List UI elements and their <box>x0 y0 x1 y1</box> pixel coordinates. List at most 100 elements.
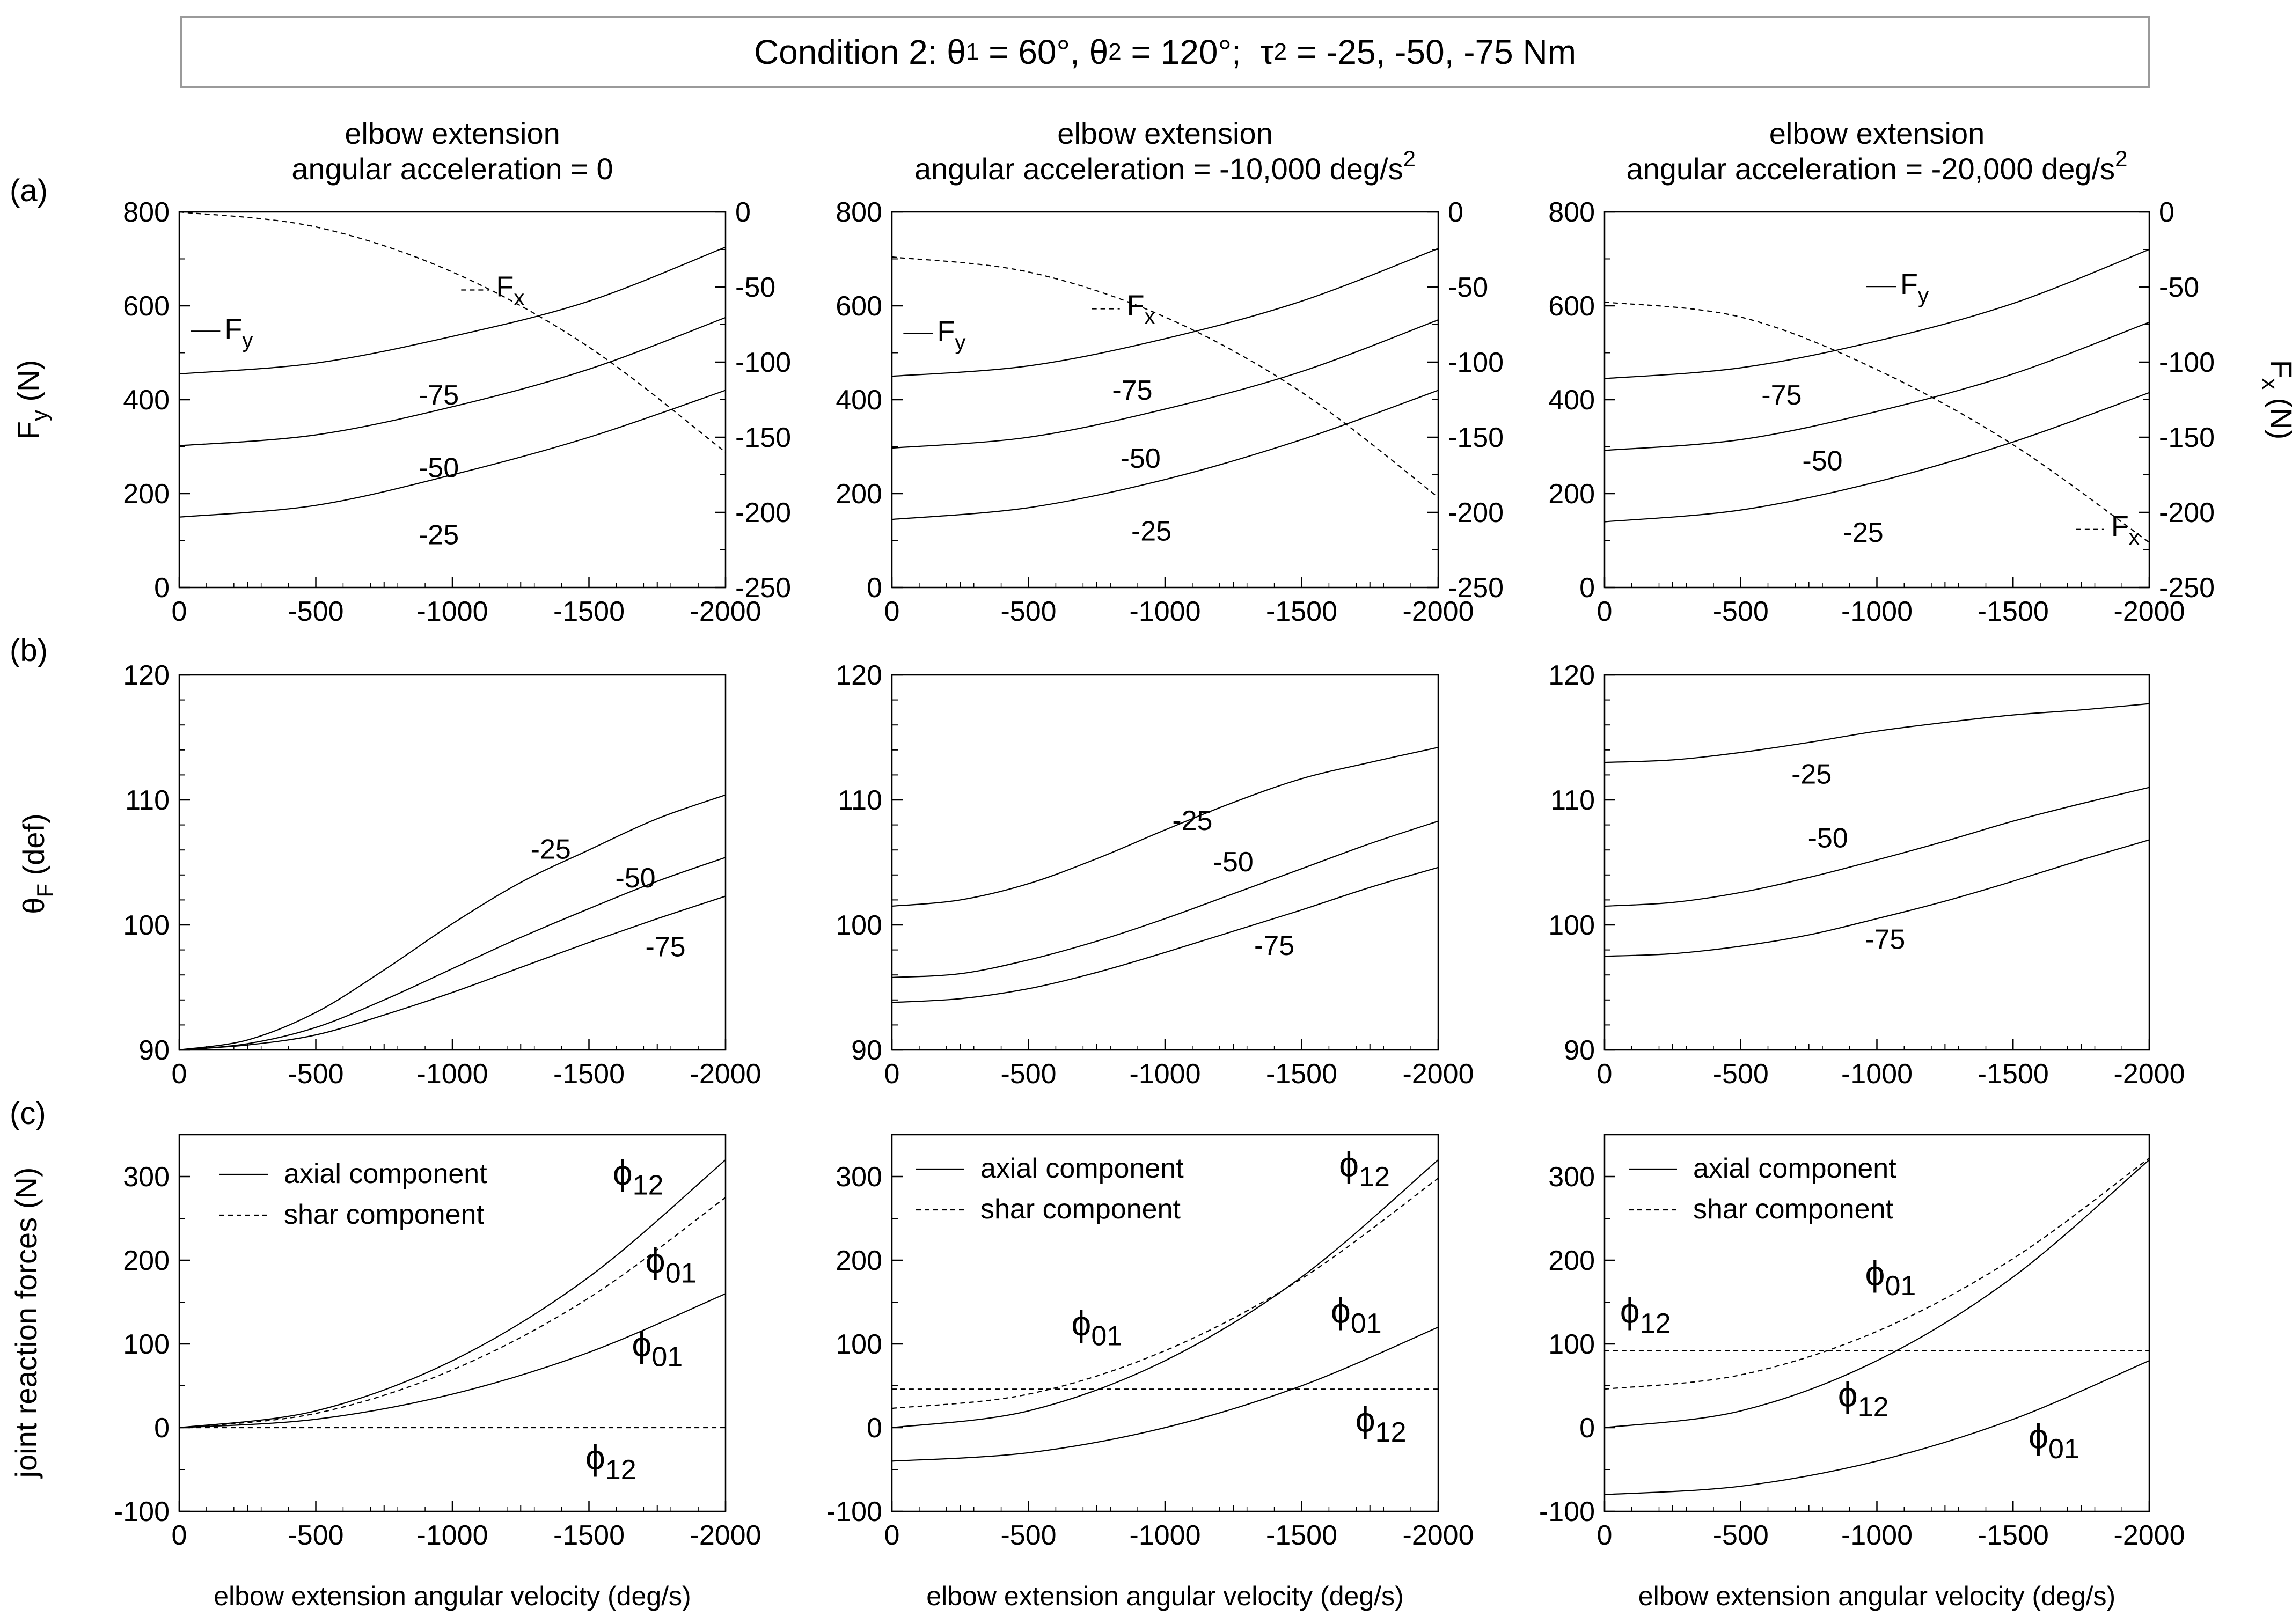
y2-tick-label: -150 <box>735 422 791 453</box>
theta1-value: = 60°, <box>988 33 1080 71</box>
series-line <box>891 248 1439 377</box>
tau-symbol: τ <box>1260 33 1274 71</box>
column-title-line2: angular acceleration = -10,000 deg/s2 <box>914 146 1416 186</box>
x-tick-label: 0 <box>884 1059 900 1090</box>
y-tick-label: -100 <box>826 1496 882 1527</box>
y-tick-label: 100 <box>836 1329 882 1360</box>
curve-label: -50 <box>1808 823 1848 854</box>
tau-subscript: 2 <box>1273 39 1287 65</box>
y-tick-label: -100 <box>1539 1496 1595 1527</box>
series-line <box>1604 301 2150 543</box>
y2-tick-label: -100 <box>735 347 791 378</box>
y-tick-label: 400 <box>836 385 882 416</box>
y-tick-label: 200 <box>123 479 170 510</box>
x-tick-label: -500 <box>1713 1520 1769 1551</box>
series-line <box>179 1159 726 1429</box>
phi-label: ϕ01 <box>632 1324 683 1372</box>
series-line <box>179 246 726 374</box>
y2-tick-label: -250 <box>1448 572 1504 604</box>
curve-label: -50 <box>615 863 655 894</box>
y-tick-label: 600 <box>836 291 882 322</box>
x-tick-label: -500 <box>288 596 343 627</box>
x-tick-label: -1500 <box>1978 1059 2049 1090</box>
curve-label: -25 <box>1843 517 1884 548</box>
plot-frame <box>891 674 1439 1051</box>
legend-shar-label: shar component <box>1693 1194 1893 1225</box>
phi-label: ϕ01 <box>646 1240 697 1289</box>
y-tick-label: 0 <box>1579 1413 1595 1444</box>
y-tick-label: 0 <box>867 572 882 604</box>
legend-axial-label: axial component <box>284 1158 487 1189</box>
y2-tick-label: 0 <box>1448 197 1463 228</box>
y2-tick-label: -150 <box>1448 422 1504 453</box>
x-tick-label: -2000 <box>2114 596 2185 627</box>
x-tick-label: 0 <box>172 1059 187 1090</box>
row-label: (b) <box>10 633 48 668</box>
y-tick-label: 0 <box>1579 572 1595 604</box>
x-tick-label: -1000 <box>417 1520 488 1551</box>
series-line <box>1604 787 2150 907</box>
y-tick-label: 300 <box>123 1162 170 1193</box>
x-tick-label: -2000 <box>690 596 761 627</box>
x-tick-label: -1000 <box>1841 1520 1913 1551</box>
legend-shar-label: shar component <box>284 1199 484 1230</box>
y2-tick-label: -50 <box>2159 272 2199 303</box>
x-tick-label: -2000 <box>1403 1059 1474 1090</box>
fx-legend-label: Fx <box>1127 290 1155 329</box>
fy-legend-label: Fy <box>224 313 253 352</box>
x-tick-label: 0 <box>1597 596 1613 627</box>
x-tick-label: -1500 <box>553 1059 625 1090</box>
phi-label: ϕ12 <box>1339 1144 1390 1193</box>
curve-label: -25 <box>419 520 459 551</box>
x-tick-label: -500 <box>1000 596 1056 627</box>
x-tick-label: -500 <box>288 1059 343 1090</box>
x-tick-label: -1500 <box>1266 1059 1337 1090</box>
y2-tick-label: 0 <box>2159 197 2174 228</box>
series-line <box>1604 1360 2150 1495</box>
tau-values: = -25, -50, -75 Nm <box>1296 33 1577 71</box>
series-line <box>891 820 1439 978</box>
column-title-line1: elbow extension <box>1057 116 1273 150</box>
y-tick-label: 120 <box>1548 660 1595 691</box>
y-tick-label: 110 <box>125 785 170 816</box>
x-tick-label: -1500 <box>1978 596 2049 627</box>
legend-axial-label: axial component <box>1693 1153 1896 1184</box>
y-tick-label: 200 <box>123 1245 170 1276</box>
y-tick-label: 200 <box>836 479 882 510</box>
thetaF-axis-title: θF (def) <box>17 813 57 914</box>
y2-tick-label: -150 <box>2159 422 2215 453</box>
theta-symbol: θ <box>947 33 966 71</box>
x-axis-label: elbow extension angular velocity (deg/s) <box>926 1581 1403 1611</box>
theta2-value: = 120°; <box>1131 33 1241 71</box>
column-title-line2: angular acceleration = 0 <box>291 152 613 186</box>
x-tick-label: -1500 <box>1978 1520 2049 1551</box>
y-tick-label: 110 <box>1550 785 1595 816</box>
theta2-subscript: 2 <box>1108 39 1122 65</box>
x-tick-label: -1500 <box>1266 596 1337 627</box>
y-tick-label: 100 <box>1548 1329 1595 1360</box>
phi-label: ϕ12 <box>1838 1375 1889 1423</box>
panel-a-1: 0 -500 -1000 -1500 -2000 0 200 400 600 800 0 -50 -10… <box>123 197 791 627</box>
condition-label: Condition 2: <box>753 33 938 71</box>
y2-tick-label: -50 <box>1448 272 1488 303</box>
y-tick-label: 400 <box>1548 385 1595 416</box>
series-line <box>891 319 1439 449</box>
x-tick-label: -1500 <box>553 596 625 627</box>
y-tick-label: 0 <box>154 1413 170 1444</box>
series-line <box>179 895 726 1051</box>
phi-label: ϕ01 <box>1331 1291 1382 1339</box>
phi-label: ϕ12 <box>613 1153 664 1201</box>
phi-label: ϕ12 <box>1356 1400 1407 1448</box>
x-tick-label: -2000 <box>690 1520 761 1551</box>
y-tick-label: 400 <box>123 385 170 416</box>
series-line <box>1604 1157 2150 1390</box>
curve-label: -75 <box>645 931 685 962</box>
y-tick-label: 120 <box>836 660 882 691</box>
x-tick-label: -500 <box>1713 1059 1769 1090</box>
series-line <box>179 1293 726 1429</box>
theta-symbol-2: θ <box>1089 33 1109 71</box>
x-tick-label: -1000 <box>417 596 488 627</box>
